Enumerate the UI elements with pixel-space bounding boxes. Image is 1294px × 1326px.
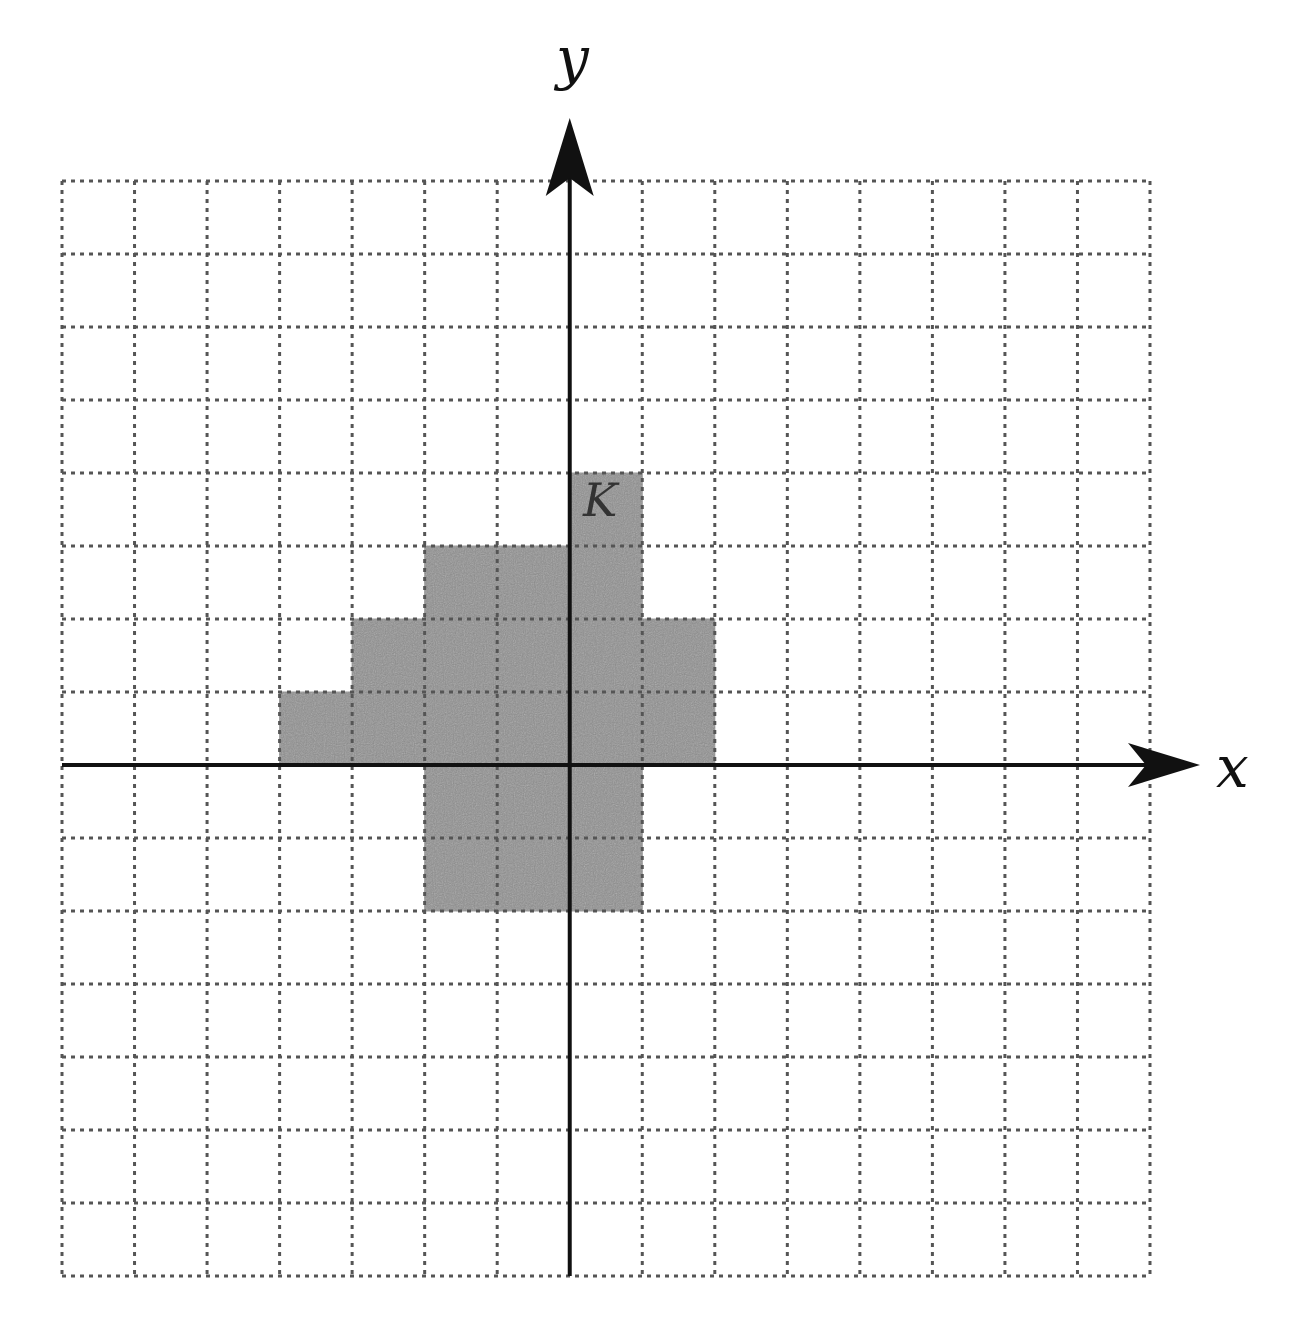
shaded-region <box>279 472 716 912</box>
y-axis-arrow-icon <box>545 118 594 196</box>
shaded-cell <box>569 472 643 547</box>
shaded-cell <box>424 545 498 620</box>
shaded-cell <box>279 691 353 766</box>
shaded-region-label: K <box>582 473 620 527</box>
shaded-cell <box>569 618 643 693</box>
x-axis-label: x <box>1216 733 1249 801</box>
shaded-cell <box>351 618 426 693</box>
shaded-cell <box>424 691 498 766</box>
shaded-cell <box>496 691 571 766</box>
shaded-cell <box>496 764 571 839</box>
shaded-cell <box>351 691 426 766</box>
shaded-cell <box>424 618 498 693</box>
shaded-cell <box>569 545 643 620</box>
shaded-cell <box>496 618 571 693</box>
x-axis-arrow-icon <box>1128 743 1200 787</box>
shaded-cell <box>496 837 571 912</box>
axes <box>62 118 1200 1276</box>
shaded-cell <box>569 691 643 766</box>
y-axis-label: y <box>553 24 590 92</box>
shaded-cell <box>496 545 571 620</box>
shaded-cell <box>424 837 498 912</box>
shaded-cell <box>569 764 643 839</box>
shaded-cell <box>424 764 498 839</box>
shaded-cell <box>641 618 716 693</box>
shaded-cell <box>641 691 716 766</box>
shaded-cell <box>569 837 643 912</box>
